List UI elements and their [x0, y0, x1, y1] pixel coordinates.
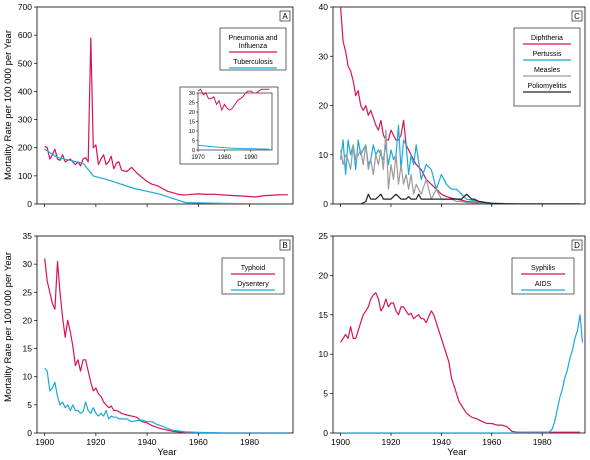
legend-label: Pertussis — [533, 51, 562, 58]
legend-label: Measles — [534, 67, 561, 74]
legend: Syphilis AIDS — [511, 257, 575, 295]
legend-label: Typhoid — [241, 265, 266, 272]
y-tick-label: 35 — [23, 231, 33, 241]
y-axis-title-bottom: Mortality Rate per 100 000 per Year — [3, 252, 14, 402]
series-line-syphilis — [340, 292, 580, 433]
legend: Typhoid Dysentery — [221, 257, 285, 295]
y-tick-label: 500 — [18, 58, 32, 68]
panel-letter-box — [279, 10, 291, 22]
y-tick-label: 0 — [27, 199, 32, 209]
x-tick-label: 1920 — [381, 437, 400, 447]
plot-frame — [36, 235, 294, 434]
panel-letter: D — [574, 241, 580, 250]
series-line-tuberculosis — [44, 148, 288, 204]
y-tick-label: 15 — [319, 310, 329, 320]
inset-y-tick-label: 15 — [189, 120, 195, 126]
inset-series-line — [197, 88, 270, 112]
y-tick-label: 5 — [323, 389, 328, 399]
y-axis-title-top: Mortality Rate per 100 000 per Year — [3, 30, 14, 180]
x-tick-label: 1980 — [240, 437, 259, 447]
inset-x-tick-label: 1970 — [191, 155, 205, 161]
panel-b: B 0 5 10 15 20 25 30 35 1900 1920 1940 1960 1980 Typho… — [23, 231, 294, 447]
y-tick-label: 30 — [23, 259, 33, 269]
y-tick-label: 25 — [319, 231, 329, 241]
inset-y-tick-label: 25 — [189, 101, 195, 107]
y-tick-label: 15 — [23, 344, 33, 354]
series-line-aids — [340, 314, 584, 433]
panel-d: D 0 5 10 15 20 25 1900 1920 1940 1960 1980 Syphilis A… — [319, 231, 586, 447]
x-tick-label: 1960 — [482, 437, 501, 447]
y-tick-label: 30 — [319, 51, 329, 61]
inset-x-tick-label: 1980 — [218, 155, 232, 161]
legend-box — [219, 27, 287, 71]
inset-y-tick-label: 10 — [189, 129, 195, 135]
x-tick-label: 1920 — [86, 437, 105, 447]
series-line-poliomyelitis — [340, 193, 580, 204]
panel-c: C 0 10 20 30 40 Diphtheria Pertussis Measles Poli… — [319, 2, 586, 209]
inset-frame — [179, 86, 279, 165]
legend-label: Dysentery — [237, 281, 269, 288]
legend-label: Pneumonia and — [228, 35, 277, 42]
legend-box — [221, 257, 285, 295]
y-tick-label: 200 — [18, 143, 32, 153]
x-axis-title-right: Year — [447, 447, 466, 458]
inset-y-tick-label: 5 — [192, 139, 195, 145]
y-tick-label: 400 — [18, 86, 32, 96]
panel-letter: B — [282, 241, 287, 250]
y-tick-label: 25 — [23, 287, 33, 297]
x-tick-label: 1940 — [138, 437, 157, 447]
legend-label: Diphtheria — [531, 35, 563, 42]
y-tick-label: 100 — [18, 171, 32, 181]
y-tick-label: 600 — [18, 30, 32, 40]
inset-y-tick-label: 20 — [189, 110, 195, 116]
inset-y-tick-label: 0 — [192, 148, 195, 154]
inset-y-tick-label: 30 — [189, 91, 195, 97]
x-tick-label: 1940 — [432, 437, 451, 447]
legend-label: Poliomyelitis — [528, 83, 567, 90]
plot-frame — [36, 6, 294, 205]
y-tick-label: 0 — [323, 199, 328, 209]
panel-letter-box — [571, 239, 583, 251]
inset-series-line — [197, 144, 270, 150]
x-tick-label: 1900 — [35, 437, 54, 447]
panel-letter: C — [574, 12, 580, 21]
legend-label: AIDS — [535, 281, 552, 288]
y-tick-label: 20 — [319, 270, 329, 280]
x-tick-label: 1960 — [189, 437, 208, 447]
y-tick-label: 300 — [18, 115, 32, 125]
x-tick-label: 1980 — [533, 437, 552, 447]
y-tick-label: 0 — [27, 428, 32, 438]
y-tick-label: 10 — [319, 150, 329, 160]
series-line-dysentery — [44, 367, 288, 433]
inset-x-tick-label: 1990 — [244, 155, 258, 161]
y-tick-label: 20 — [319, 101, 329, 111]
x-tick-label: 1900 — [331, 437, 350, 447]
y-tick-label: 5 — [27, 400, 32, 410]
y-tick-label: 10 — [319, 349, 329, 359]
y-tick-label: 10 — [23, 372, 33, 382]
y-tick-label: 20 — [23, 315, 33, 325]
y-tick-label: 40 — [319, 2, 329, 12]
legend-label: Influenza — [239, 43, 268, 50]
series-line-pertussis — [340, 124, 580, 204]
series-line-measles — [340, 129, 580, 204]
legend: Diphtheria Pertussis Measles Poliomyelitis — [513, 27, 581, 107]
x-axis-title-left: Year — [157, 447, 176, 458]
panel-letter: A — [282, 12, 288, 21]
y-tick-label: 700 — [18, 2, 32, 12]
legend-box — [513, 27, 581, 107]
legend-label: Tuberculosis — [233, 59, 273, 66]
panel-letter-box — [279, 239, 291, 251]
legend-box — [511, 257, 575, 295]
series-line-typhoid — [44, 258, 288, 433]
panel-letter-box — [571, 10, 583, 22]
legend-label: Syphilis — [531, 265, 556, 272]
inset-chart: 0 5 10 15 20 25 30 1970 1980 1990 — [179, 86, 279, 165]
y-tick-label: 0 — [323, 428, 328, 438]
